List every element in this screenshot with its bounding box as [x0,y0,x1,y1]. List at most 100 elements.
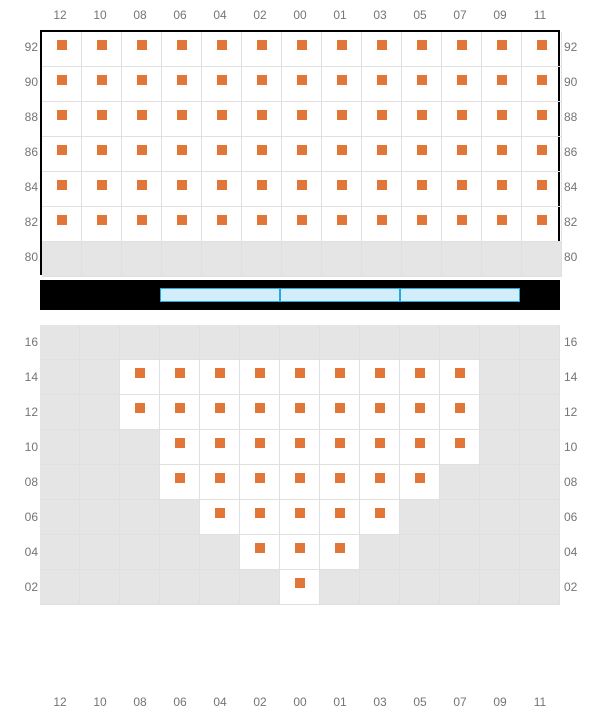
seat-marker[interactable] [297,110,307,120]
seat-marker[interactable] [335,403,345,413]
seat-cell[interactable] [400,535,440,570]
seat-cell[interactable] [480,360,520,395]
seat-marker[interactable] [295,368,305,378]
seat-cell[interactable] [360,325,400,360]
seat-cell[interactable] [520,570,560,605]
seat-cell[interactable] [80,535,120,570]
seat-marker[interactable] [457,145,467,155]
seat-cell[interactable] [360,535,400,570]
seat-marker[interactable] [337,40,347,50]
seat-marker[interactable] [455,438,465,448]
seat-marker[interactable] [497,215,507,225]
seat-marker[interactable] [497,180,507,190]
seat-cell[interactable] [80,500,120,535]
seat-marker[interactable] [215,508,225,518]
seat-marker[interactable] [375,473,385,483]
seat-marker[interactable] [497,75,507,85]
seat-cell[interactable] [82,242,122,277]
seat-marker[interactable] [377,110,387,120]
seat-cell[interactable] [240,570,280,605]
seat-cell[interactable] [242,242,282,277]
seat-cell[interactable] [322,242,362,277]
seat-cell[interactable] [162,242,202,277]
seat-marker[interactable] [455,368,465,378]
seat-cell[interactable] [400,500,440,535]
seat-cell[interactable] [440,325,480,360]
seat-marker[interactable] [337,180,347,190]
seat-marker[interactable] [377,75,387,85]
seat-cell[interactable] [320,325,360,360]
seat-cell[interactable] [160,500,200,535]
seat-marker[interactable] [217,145,227,155]
seat-marker[interactable] [457,180,467,190]
seat-cell[interactable] [80,430,120,465]
seat-marker[interactable] [295,438,305,448]
seat-cell[interactable] [200,535,240,570]
seat-cell[interactable] [280,325,320,360]
seat-marker[interactable] [417,110,427,120]
seat-cell[interactable] [520,325,560,360]
seat-marker[interactable] [417,75,427,85]
seat-cell[interactable] [120,465,160,500]
seat-marker[interactable] [57,110,67,120]
seat-marker[interactable] [537,110,547,120]
seat-cell[interactable] [360,570,400,605]
seat-marker[interactable] [137,215,147,225]
seat-cell[interactable] [480,325,520,360]
seat-cell[interactable] [240,325,280,360]
seat-marker[interactable] [57,40,67,50]
seat-marker[interactable] [297,180,307,190]
seat-marker[interactable] [257,110,267,120]
seat-marker[interactable] [417,215,427,225]
seat-cell[interactable] [80,465,120,500]
seat-marker[interactable] [137,40,147,50]
seat-cell[interactable] [120,325,160,360]
seat-marker[interactable] [377,180,387,190]
seat-cell[interactable] [120,535,160,570]
seat-marker[interactable] [415,438,425,448]
seat-marker[interactable] [335,543,345,553]
seat-marker[interactable] [97,110,107,120]
seat-marker[interactable] [457,40,467,50]
seat-marker[interactable] [217,180,227,190]
seat-marker[interactable] [217,110,227,120]
seat-marker[interactable] [57,75,67,85]
seat-cell[interactable] [362,242,402,277]
seat-marker[interactable] [335,473,345,483]
seat-cell[interactable] [480,500,520,535]
seat-marker[interactable] [537,180,547,190]
seat-cell[interactable] [80,570,120,605]
seat-cell[interactable] [520,430,560,465]
seat-marker[interactable] [137,75,147,85]
seat-cell[interactable] [480,465,520,500]
seat-cell[interactable] [442,242,482,277]
seat-marker[interactable] [417,180,427,190]
seat-marker[interactable] [177,40,187,50]
seat-marker[interactable] [177,75,187,85]
seat-cell[interactable] [522,242,562,277]
seat-cell[interactable] [520,500,560,535]
seat-marker[interactable] [455,403,465,413]
seat-marker[interactable] [215,473,225,483]
seat-marker[interactable] [537,215,547,225]
seat-marker[interactable] [97,75,107,85]
seat-marker[interactable] [297,215,307,225]
seat-marker[interactable] [537,75,547,85]
seat-marker[interactable] [375,403,385,413]
seat-marker[interactable] [175,368,185,378]
seat-cell[interactable] [480,535,520,570]
seat-marker[interactable] [177,180,187,190]
seat-cell[interactable] [482,242,522,277]
seat-marker[interactable] [97,145,107,155]
seat-cell[interactable] [520,360,560,395]
seat-cell[interactable] [40,360,80,395]
seat-cell[interactable] [120,500,160,535]
seat-marker[interactable] [257,145,267,155]
seat-cell[interactable] [40,395,80,430]
seat-marker[interactable] [137,110,147,120]
seat-marker[interactable] [135,403,145,413]
seat-cell[interactable] [40,500,80,535]
seat-marker[interactable] [457,75,467,85]
seat-cell[interactable] [480,395,520,430]
seat-marker[interactable] [175,473,185,483]
